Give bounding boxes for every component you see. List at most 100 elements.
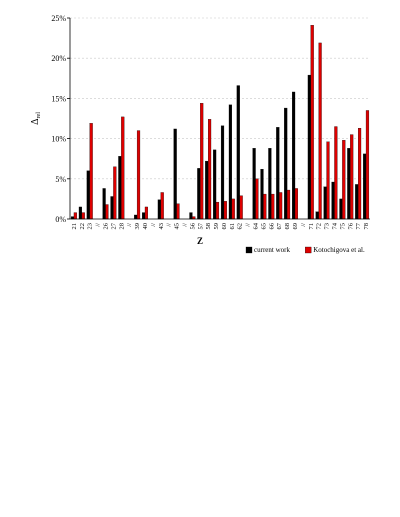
plot-area	[70, 17, 370, 220]
x-tick-label: 57	[197, 222, 204, 229]
bar-current-work	[292, 91, 296, 220]
y-tick-label: 25%	[51, 14, 66, 23]
bar-current-work	[331, 181, 335, 220]
x-tick-label: 77	[355, 222, 362, 229]
bar-kotochigova	[144, 206, 148, 220]
bar-kotochigova	[263, 193, 267, 220]
y-tick-label: 15%	[51, 94, 66, 103]
bar-kotochigova	[310, 25, 314, 220]
bar-kotochigova	[326, 141, 330, 220]
x-tick-label: 58	[205, 223, 212, 230]
bar-current-work	[110, 196, 114, 220]
x-tick-label: 75	[339, 223, 346, 230]
x-tick-label: 78	[363, 223, 370, 230]
x-tick-label: 72	[316, 223, 323, 230]
bar-current-work	[78, 206, 82, 220]
bar-kotochigova	[286, 189, 291, 220]
bar-kotochigova	[121, 116, 125, 220]
x-axis-label: Z	[197, 236, 203, 246]
y-tick-label: 10%	[51, 135, 66, 144]
bar-kotochigova	[113, 166, 117, 220]
bar-current-work	[276, 127, 280, 220]
bar-current-work	[189, 212, 193, 220]
x-tick-label: 66	[268, 222, 275, 229]
bar-current-work	[347, 148, 351, 220]
x-tick-label: 28	[118, 223, 125, 230]
bar-current-work	[268, 148, 272, 220]
x-tick-label: //	[150, 223, 157, 227]
bar-current-work	[315, 211, 319, 220]
bar-kotochigova	[271, 193, 275, 220]
x-tick-label: 65	[260, 223, 267, 230]
x-tick-label: 27	[110, 222, 117, 229]
y-axis-label: Δrel	[30, 112, 42, 125]
x-tick-label: //	[166, 223, 173, 227]
bar-current-work	[205, 160, 209, 220]
x-tick-label: 56	[189, 222, 196, 229]
y-tick-label: 5%	[55, 175, 66, 184]
bar-current-work	[363, 153, 367, 220]
bar-current-work	[307, 74, 311, 220]
x-tick-label: 22	[79, 223, 86, 230]
x-tick-label: 74	[331, 222, 338, 229]
x-tick-label: 61	[229, 223, 236, 230]
x-tick-label: 68	[284, 223, 291, 230]
bar-kotochigova	[239, 195, 243, 220]
x-tick-label: 40	[142, 223, 149, 230]
x-tick-label: 67	[276, 222, 283, 229]
bar-kotochigova	[279, 192, 283, 220]
x-tick-label: 73	[324, 223, 331, 230]
legend-swatch	[245, 246, 253, 254]
x-tick-label: 23	[87, 223, 94, 230]
x-tick-label: 62	[237, 223, 244, 230]
bar-kotochigova	[81, 212, 85, 220]
x-tick-label: 26	[103, 222, 110, 229]
bar-kotochigova	[160, 192, 164, 220]
bar-current-work	[323, 186, 327, 220]
x-tick-label: 71	[308, 223, 315, 230]
x-tick-label: 21	[71, 223, 78, 230]
bar-kotochigova	[358, 127, 362, 220]
x-tick-label: 69	[292, 223, 299, 230]
x-tick-label: 59	[213, 223, 220, 230]
bar-kotochigova	[231, 198, 235, 220]
bar-current-work	[236, 85, 240, 220]
x-tick-label: //	[95, 223, 102, 227]
bar-current-work	[252, 148, 256, 220]
x-tick-label: 39	[134, 223, 141, 230]
bar-current-work	[134, 214, 138, 220]
bar-current-work	[220, 125, 225, 220]
bar-current-work	[213, 149, 217, 220]
x-tick-label: 43	[158, 223, 165, 230]
x-tick-label: 60	[221, 223, 228, 230]
bar-kotochigova	[255, 178, 259, 220]
bar-current-work	[118, 156, 122, 220]
bar-kotochigova	[136, 130, 141, 220]
bar-kotochigova	[105, 204, 109, 220]
bar-kotochigova	[365, 110, 370, 220]
bar-kotochigova	[334, 126, 338, 220]
x-tick-label: //	[300, 223, 307, 227]
bar-kotochigova	[215, 201, 220, 220]
x-tick-label: //	[126, 223, 133, 227]
y-tick-label: 0%	[55, 215, 66, 224]
bar-kotochigova	[342, 140, 346, 220]
legend-swatch	[305, 246, 312, 254]
bar-kotochigova	[200, 103, 204, 220]
bar-current-work	[284, 107, 288, 220]
bar-kotochigova	[318, 42, 322, 220]
bar-kotochigova	[294, 188, 298, 220]
bar-current-work	[142, 212, 146, 220]
y-tick-label: 20%	[51, 54, 66, 63]
bar-kotochigova	[89, 123, 93, 220]
bar-current-work	[86, 170, 90, 220]
bar-current-work	[173, 128, 177, 220]
bar-current-work	[102, 188, 106, 220]
bar-current-work	[355, 184, 359, 220]
bar-current-work	[260, 168, 264, 220]
legend: current work Kotochigova et al.	[245, 246, 365, 254]
bar-kotochigova	[176, 203, 180, 220]
bar-kotochigova	[73, 212, 77, 220]
y-axis: 0% 5% 10% 15% 20% 25% Δrel	[30, 14, 71, 224]
